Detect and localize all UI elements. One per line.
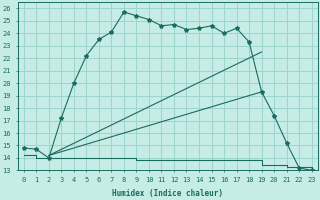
X-axis label: Humidex (Indice chaleur): Humidex (Indice chaleur): [112, 189, 223, 198]
